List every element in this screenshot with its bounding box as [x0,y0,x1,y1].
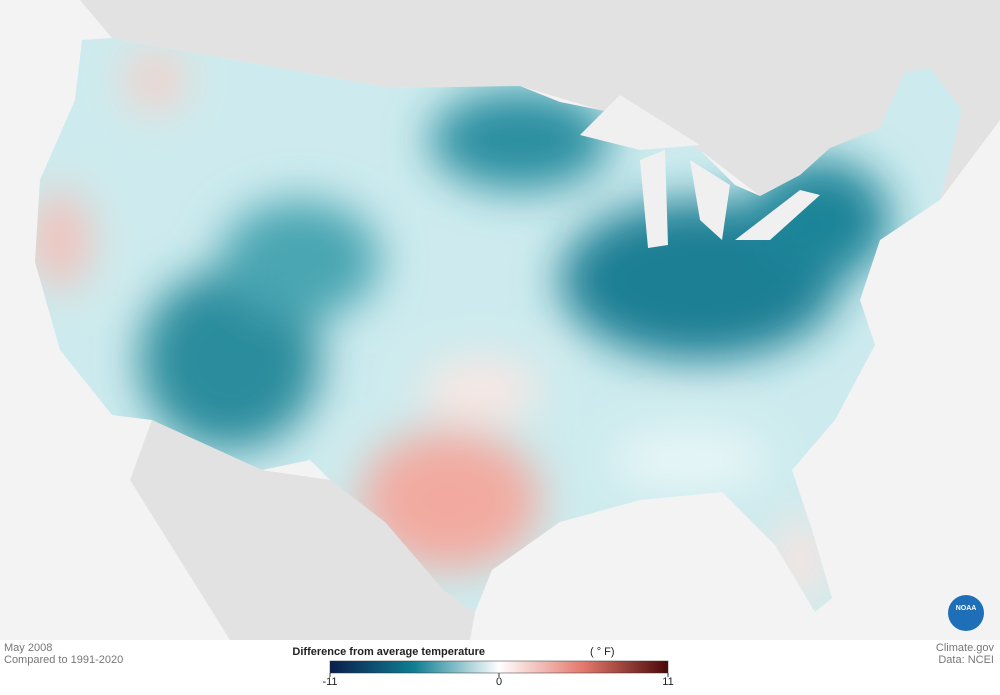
legend-tick-label: 0 [496,676,502,688]
baseline: Compared to 1991-2020 [4,654,123,666]
noaa-logo [948,595,984,631]
site-credit: Climate.gov [936,642,995,654]
canada [0,0,1000,200]
legend-ticks: -11 0 11 [322,673,674,688]
mexico [130,420,475,640]
source-credit: Data: NCEI [938,654,994,666]
logo-text: NOAA [956,605,977,612]
legend-tick-label: 11 [662,676,673,688]
period: May 2008 [4,642,52,654]
legend-tick-label: -11 [322,676,337,688]
color-bar [329,660,669,674]
legend-title: Difference from average temperature [292,646,485,658]
great-lakes [580,95,820,248]
legend-unit: ( ° F) [590,646,615,658]
